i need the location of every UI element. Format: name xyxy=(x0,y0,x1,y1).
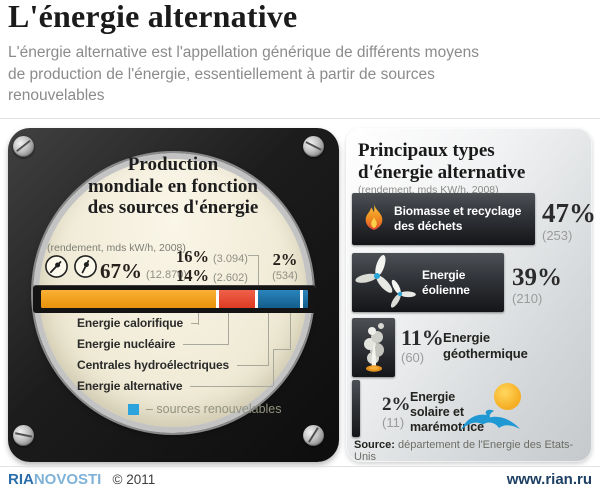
type-pct-eolienne: 39% (210) xyxy=(512,265,562,305)
type-pct-solaire: 2% (11) xyxy=(382,395,411,429)
type-pct: 47% xyxy=(542,198,596,228)
reading-value: (534) xyxy=(272,270,298,282)
legend-swatch-icon xyxy=(128,403,139,415)
source-note: Source: département de l'Energie des Eta… xyxy=(354,439,592,463)
page-title: L'énergie alternative xyxy=(8,0,298,34)
type-bar-solaire xyxy=(352,380,360,437)
reading-value: (12.870) xyxy=(146,269,187,281)
gauge-unit-note: (rendement, mds kW/h, 2008) xyxy=(47,242,186,254)
wind-turbine-icon xyxy=(354,254,418,310)
leader-line xyxy=(237,364,268,366)
connector-line xyxy=(228,313,229,345)
type-value: (60) xyxy=(401,350,425,365)
bar-separator xyxy=(299,290,303,308)
gauge-panel: Production mondiale en fonction des sour… xyxy=(8,128,339,462)
connector-line xyxy=(273,349,291,350)
brand-ria: RIA xyxy=(8,471,34,488)
reading-pct: 67% xyxy=(100,259,142,283)
type-label-solaire: Energie solaire et marémotrice xyxy=(410,390,484,434)
reading-nucleaire: 14% (2.602) xyxy=(176,266,248,286)
connector-line xyxy=(248,255,259,256)
screw-icon xyxy=(13,425,34,446)
reading-pct: 16% xyxy=(176,247,209,266)
connector-line xyxy=(273,349,274,386)
source-text: département de l'Energie des Etats-Unis xyxy=(354,439,574,463)
type-value: (11) xyxy=(382,415,405,430)
reading-calorifique: 67% (12.870) xyxy=(100,259,187,284)
types-title: Principaux types d'énergie alternative xyxy=(358,140,526,183)
bar-label-text: Energie nucléaire xyxy=(77,337,176,351)
bar-segment-alternative xyxy=(302,290,308,308)
stacked-bar-track xyxy=(41,290,308,308)
connector-line xyxy=(268,313,269,366)
reading-pct: 14% xyxy=(176,266,209,285)
connector-line xyxy=(198,313,199,325)
reading-value: (3.094) xyxy=(213,253,248,265)
bar-label-nucleaire: Energie nucléaire xyxy=(77,337,228,351)
sun-icon xyxy=(494,383,521,410)
type-label: Energie éolienne xyxy=(422,267,470,297)
bar-segment-nucleaire xyxy=(218,290,256,308)
type-pct-biomasse: 47% (253) xyxy=(542,198,596,243)
type-bar-biomasse: Biomasse et recyclage des déchets xyxy=(352,193,535,245)
copyright: © 2011 xyxy=(112,472,156,487)
bar-label-alternative: Energie alternative xyxy=(77,379,273,393)
reading-pct: 2% xyxy=(272,250,298,269)
bar-separator xyxy=(215,290,219,308)
footer-divider xyxy=(0,466,600,467)
bar-segment-hydro xyxy=(258,290,300,308)
reading-alternative: 2% (534) xyxy=(265,250,305,282)
source-label: Source: xyxy=(354,439,395,451)
bar-label-calorifique: Energie calorifique xyxy=(77,316,198,330)
leader-line xyxy=(183,343,228,345)
bar-separator xyxy=(255,290,259,308)
bar-label-hydro: Centrales hydroélectriques xyxy=(77,358,268,372)
wave-icon xyxy=(461,409,520,430)
screw-icon xyxy=(303,136,324,157)
header-divider xyxy=(0,118,600,119)
screw-icon xyxy=(303,425,324,446)
type-label: Biomasse et recyclage des déchets xyxy=(394,204,522,233)
leader-line xyxy=(190,385,273,387)
page-subtitle: L'énergie alternative est l'appellation … xyxy=(8,44,479,105)
brand-novosti: NOVOSTI xyxy=(33,471,102,488)
legend: – sources renouvelables xyxy=(128,402,282,416)
meter-dial-icon xyxy=(74,255,97,278)
type-value: (210) xyxy=(512,291,543,306)
type-pct-geothermique: 11% (60) xyxy=(401,325,444,365)
bar-label-text: Energie alternative xyxy=(77,379,183,393)
type-pct: 39% xyxy=(512,264,562,291)
stacked-bar xyxy=(33,285,316,313)
gauge-title: Production mondiale en fonction des sour… xyxy=(87,154,259,219)
reading-value: (2.602) xyxy=(213,272,248,284)
connector-line xyxy=(290,313,291,350)
reading-hydro: 16% (3.094) xyxy=(176,247,248,267)
bar-segment-calorifique xyxy=(41,290,216,308)
type-pct: 11% xyxy=(401,325,444,350)
type-bar-eolienne: Energie éolienne xyxy=(352,253,504,312)
types-panel: Principaux types d'énergie alternative (… xyxy=(346,128,596,463)
meter-dial-icon xyxy=(45,255,68,278)
type-pct: 2% xyxy=(382,394,411,415)
brand-logo: RIANOVOSTI © 2011 xyxy=(8,471,155,488)
type-bar-geothermique xyxy=(352,318,395,377)
screw-icon xyxy=(13,136,34,157)
type-value: (253) xyxy=(542,228,573,243)
flame-icon xyxy=(365,204,383,230)
bar-label-text: Energie calorifique xyxy=(77,316,184,330)
bar-label-text: Centrales hydroélectriques xyxy=(77,358,230,372)
geyser-icon xyxy=(363,322,384,372)
leader-line xyxy=(191,322,198,324)
site-link[interactable]: www.rian.ru xyxy=(506,471,592,488)
connector-line xyxy=(258,255,259,285)
type-label-geothermique: Energie géothermique xyxy=(443,330,528,361)
legend-label: – sources renouvelables xyxy=(146,402,282,416)
